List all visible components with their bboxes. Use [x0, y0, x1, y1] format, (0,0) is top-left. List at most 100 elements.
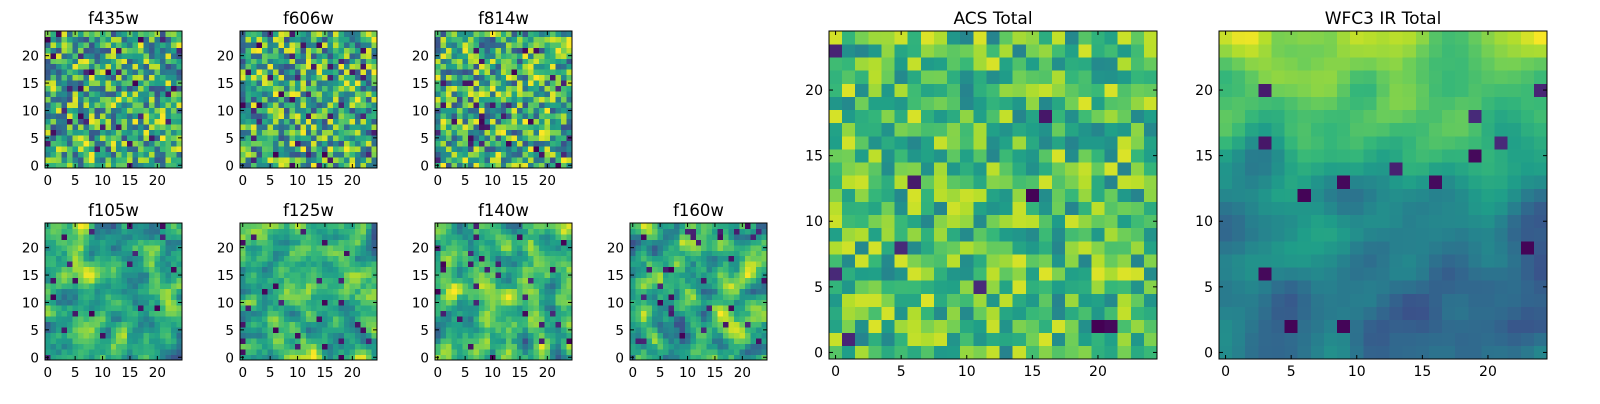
heatmap-cell [855, 280, 868, 293]
heatmap-cell [495, 300, 501, 306]
heatmap-cell [690, 322, 696, 328]
heatmap-cell [745, 316, 751, 322]
heatmap-cell [1105, 228, 1118, 241]
heatmap-cell [473, 311, 479, 317]
heatmap-cell [171, 272, 177, 278]
heatmap-cell [83, 47, 89, 53]
heatmap-cell [690, 349, 696, 355]
heatmap-cell [723, 228, 729, 234]
heatmap-cell [355, 245, 361, 251]
heatmap-cell [251, 316, 257, 322]
heatmap-cell [355, 36, 361, 42]
heatmap-cell [311, 130, 317, 136]
heatmap-cell [94, 163, 100, 169]
heatmap-cell [490, 272, 496, 278]
heatmap-cell [457, 261, 463, 267]
heatmap-cell [50, 108, 56, 114]
heatmap-cell [361, 355, 367, 361]
heatmap-cell [745, 223, 751, 229]
heatmap-cell [361, 256, 367, 262]
heatmap-cell [133, 261, 139, 267]
heatmap-cell [517, 338, 523, 344]
heatmap-cell [685, 278, 691, 284]
heatmap-cell [630, 267, 636, 273]
heatmap-cell [339, 278, 345, 284]
heatmap-cell [245, 234, 251, 240]
heatmap-cell [462, 58, 468, 64]
heatmap-cell [473, 333, 479, 339]
heatmap-cell [908, 215, 921, 228]
heatmap-cell [690, 278, 696, 284]
heatmap-cell [895, 188, 908, 201]
heatmap-cell [133, 42, 139, 48]
heatmap-cell [295, 42, 301, 48]
heatmap-cell [72, 86, 78, 92]
heatmap-cell [495, 86, 501, 92]
heatmap-cell [100, 245, 106, 251]
heatmap-cell [567, 97, 573, 103]
heatmap-cell [262, 322, 268, 328]
heatmap-cell [751, 333, 757, 339]
heatmap-cell [457, 234, 463, 240]
heatmap-cell [556, 119, 562, 125]
heatmap-cell [561, 69, 567, 75]
heatmap-cell [127, 97, 133, 103]
heatmap-cell [311, 239, 317, 245]
heatmap-cell [745, 289, 751, 295]
heatmap-cell [328, 228, 334, 234]
heatmap-cell [317, 234, 323, 240]
heatmap-cell [295, 69, 301, 75]
heatmap-cell [1144, 254, 1157, 267]
heatmap-cell [322, 245, 328, 251]
heatmap-cell [149, 42, 155, 48]
heatmap-cell [855, 202, 868, 215]
heatmap-cell [67, 152, 73, 158]
heatmap-cell [50, 113, 56, 119]
heatmap-cell [561, 47, 567, 53]
heatmap-cell [149, 316, 155, 322]
heatmap-cell [245, 141, 251, 147]
heatmap-cell [539, 108, 545, 114]
heatmap-cell [479, 97, 485, 103]
heatmap-cell [674, 294, 680, 300]
heatmap-cell [56, 278, 62, 284]
heatmap-cell [1105, 175, 1118, 188]
heatmap-cell [1091, 175, 1104, 188]
heatmap-cell [94, 338, 100, 344]
heatmap-cell [473, 223, 479, 229]
heatmap-cell [267, 157, 273, 163]
heatmap-cell [556, 349, 562, 355]
heatmap-cell [690, 311, 696, 317]
heatmap-cell [457, 36, 463, 42]
heatmap-cell [457, 294, 463, 300]
heatmap-cell [451, 322, 457, 328]
heatmap-cell [462, 278, 468, 284]
heatmap-cell [696, 333, 702, 339]
heatmap-cell [762, 294, 768, 300]
heatmap-cell [712, 344, 718, 350]
heatmap-cell [339, 91, 345, 97]
heatmap-cell [696, 300, 702, 306]
heatmap-cell [284, 58, 290, 64]
heatmap-cell [333, 97, 339, 103]
heatmap-cell [245, 69, 251, 75]
heatmap-cell [528, 31, 534, 37]
heatmap-cell [83, 349, 89, 355]
heatmap-cell [446, 124, 452, 130]
heatmap-cell [350, 36, 356, 42]
heatmap-cell [729, 316, 735, 322]
heatmap-cell [267, 245, 273, 251]
heatmap-cell [729, 283, 735, 289]
heatmap-cell [457, 283, 463, 289]
heatmap-cell [339, 327, 345, 333]
heatmap-cell [435, 294, 441, 300]
heatmap-cell [556, 300, 562, 306]
heatmap-cell [446, 75, 452, 81]
heatmap-cell [446, 327, 452, 333]
heatmap-cell [756, 239, 762, 245]
heatmap-cell [100, 152, 106, 158]
heatmap-cell [567, 322, 573, 328]
heatmap-cell [300, 75, 306, 81]
heatmap-cell [495, 267, 501, 273]
heatmap-cell [273, 108, 279, 114]
